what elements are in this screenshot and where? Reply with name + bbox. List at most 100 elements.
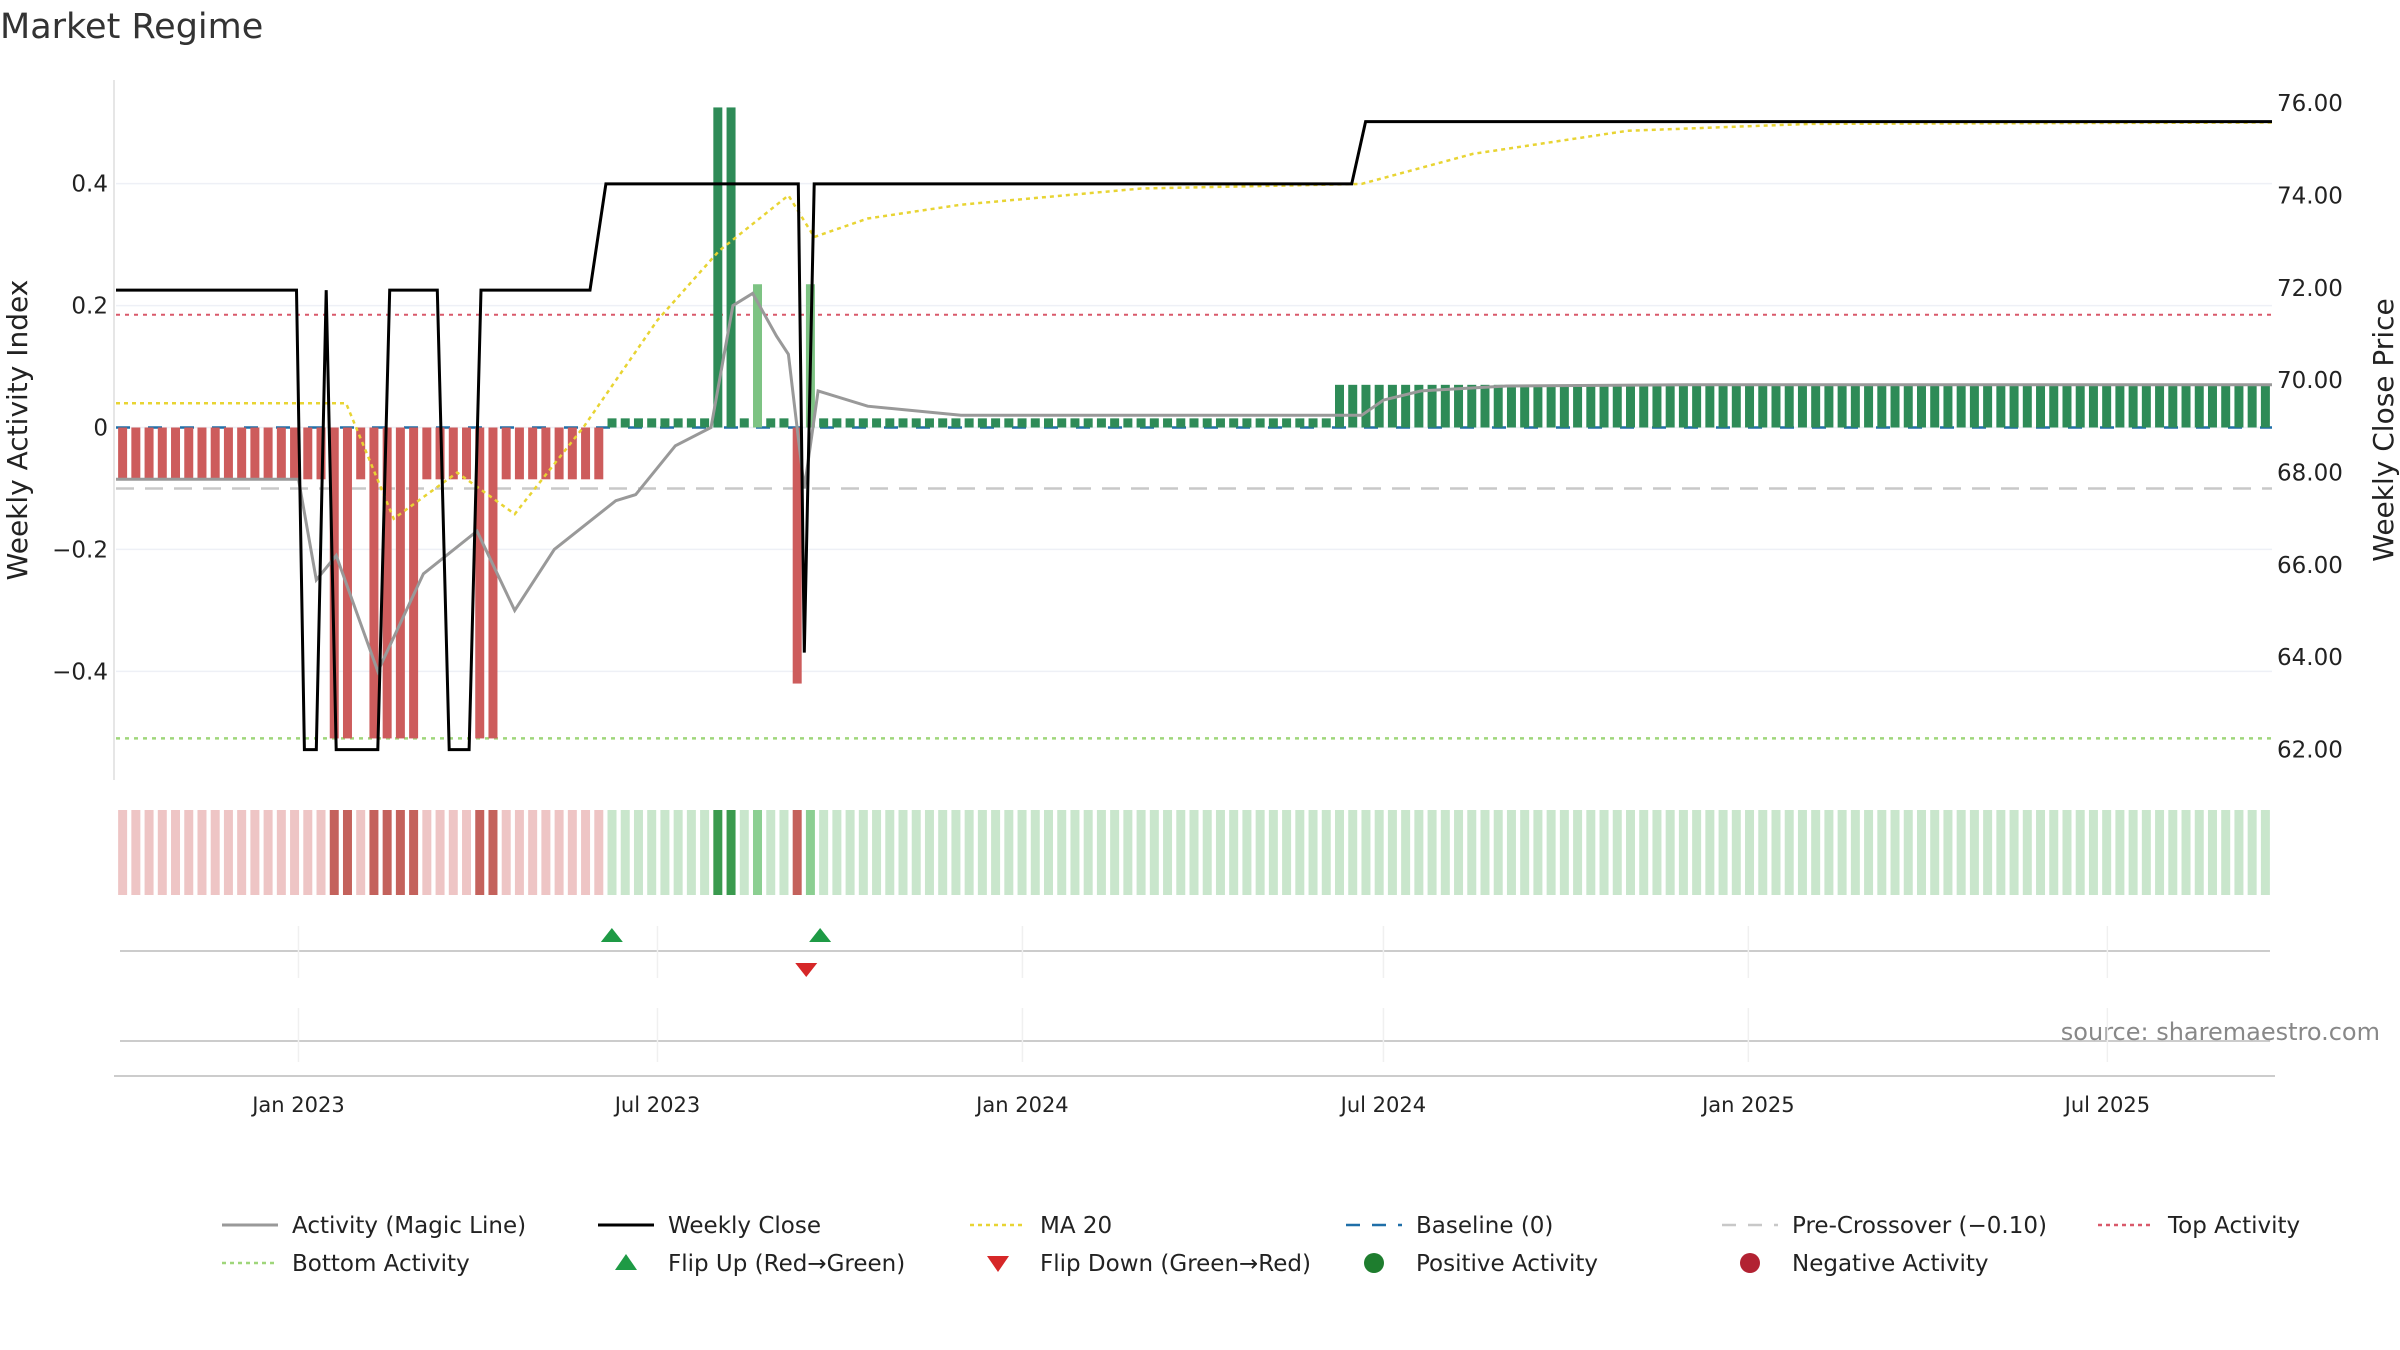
activity-bar (1030, 418, 1040, 428)
regime-cell (1004, 810, 1014, 895)
regime-cell (1255, 810, 1265, 895)
regime-cell (1030, 810, 1040, 895)
activity-bar (1083, 418, 1093, 428)
regime-cell (131, 810, 141, 895)
regime-cell (660, 810, 670, 895)
regime-cell (1096, 810, 1106, 895)
regime-cell (2128, 810, 2138, 895)
regime-cell (2009, 810, 2019, 895)
regime-cell (1361, 810, 1371, 895)
regime-cell (1718, 810, 1728, 895)
activity-bar (1242, 418, 1252, 428)
regime-cell (594, 810, 604, 895)
activity-bar (501, 427, 511, 480)
regime-cell (1652, 810, 1662, 895)
regime-cell (938, 810, 948, 895)
activity-bar (2062, 384, 2072, 428)
activity-bar (713, 107, 723, 428)
activity-bar (1612, 384, 1622, 428)
activity-bar (1573, 384, 1583, 428)
regime-cell (673, 810, 683, 895)
source-label: source: sharemaestro.com (2061, 1018, 2380, 1046)
activity-bar (1202, 418, 1212, 428)
activity-bar (977, 418, 987, 428)
activity-bar (1745, 384, 1755, 428)
right-tick-label: 76.00 (2277, 91, 2343, 117)
regime-cell (1295, 810, 1305, 895)
flip-down-marker (795, 963, 818, 977)
regime-cell (2247, 810, 2257, 895)
activity-bar (1520, 384, 1530, 428)
regime-cell (1044, 810, 1054, 895)
regime-cell (858, 810, 868, 895)
regime-cell (1334, 810, 1344, 895)
left-tick-label: −0.4 (52, 659, 108, 685)
regime-cell (1017, 810, 1027, 895)
regime-cell (1176, 810, 1186, 895)
activity-bar (223, 427, 233, 480)
regime-cell (237, 810, 247, 895)
regime-cell (1586, 810, 1596, 895)
activity-bar (1850, 384, 1860, 428)
activity-bar (1414, 384, 1424, 428)
activity-bar (303, 427, 313, 480)
regime-cell (1467, 810, 1477, 895)
regime-cell (1837, 810, 1847, 895)
regime-cell (713, 810, 723, 895)
regime-cell (964, 810, 974, 895)
regime-cell (1625, 810, 1635, 895)
regime-cell (356, 810, 366, 895)
regime-cell (2221, 810, 2231, 895)
regime-cell (792, 810, 802, 895)
activity-bar (1784, 384, 1794, 428)
activity-bar (1401, 384, 1411, 428)
right-tick-label: 74.00 (2277, 183, 2343, 209)
activity-bar (1864, 384, 1874, 428)
regime-cell (1890, 810, 1900, 895)
regime-cell (263, 810, 273, 895)
regime-cell (395, 810, 405, 895)
activity-bar (594, 427, 604, 480)
regime-cell (1083, 810, 1093, 895)
activity-bar (1427, 384, 1437, 428)
regime-cell (1705, 810, 1715, 895)
activity-bar (2221, 384, 2231, 428)
regime-cell (342, 810, 352, 895)
regime-cell (2088, 810, 2098, 895)
legend-label: Negative Activity (1792, 1251, 1989, 1277)
right-axis-label: Weekly Close Price (2367, 298, 2400, 561)
regime-cell (1480, 810, 1490, 895)
regime-cell (422, 810, 432, 895)
activity-bar (567, 427, 577, 480)
activity-bar (2115, 384, 2125, 428)
activity-bar (1506, 384, 1516, 428)
activity-bar (1189, 418, 1199, 428)
regime-cell (2168, 810, 2178, 895)
regime-cell (1956, 810, 1966, 895)
regime-cell (290, 810, 300, 895)
legend-label: Top Activity (2167, 1213, 2300, 1239)
regime-cell (1533, 810, 1543, 895)
regime-cell (1665, 810, 1675, 895)
activity-bar (2088, 384, 2098, 428)
activity-bar (1705, 384, 1715, 428)
legend-label: Weekly Close (668, 1213, 821, 1239)
activity-bar (184, 427, 194, 480)
activity-bar (779, 418, 789, 428)
activity-bar (1665, 384, 1675, 428)
activity-bar (2181, 384, 2191, 428)
regime-cell (157, 810, 167, 895)
activity-bar (1625, 384, 1635, 428)
activity-bar (924, 418, 934, 428)
regime-cell (1149, 810, 1159, 895)
activity-bar (118, 427, 128, 480)
activity-bar (1678, 384, 1688, 428)
regime-cell (1864, 810, 1874, 895)
regime-cell (1189, 810, 1199, 895)
activity-bar (1996, 384, 2006, 428)
activity-bar (2247, 384, 2257, 428)
flip-up-marker (600, 928, 623, 942)
activity-bar (898, 418, 908, 428)
activity-bar (885, 418, 895, 428)
activity-bar (1983, 384, 1993, 428)
